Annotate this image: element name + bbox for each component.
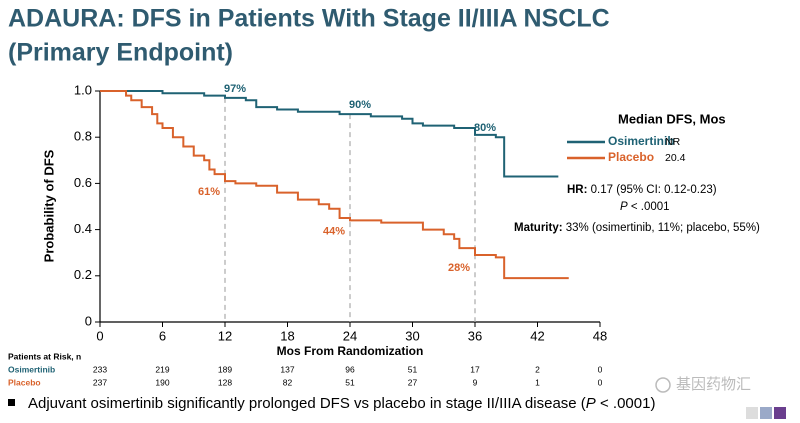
title-line: (Primary Endpoint)	[8, 39, 233, 67]
maturity-label: Maturity:	[514, 222, 563, 234]
watermark: 基因药物汇	[676, 376, 751, 393]
risk-count: 51	[345, 377, 355, 387]
legend-label: Placebo	[608, 150, 654, 164]
maturity-value: 33% (osimertinib, 11%; placebo, 55%)	[566, 222, 760, 234]
risk-count: 17	[470, 364, 480, 374]
annotation: 28%	[448, 262, 470, 274]
logo-box	[760, 407, 772, 419]
maturity-text: Maturity: 33% (osimertinib, 11%; placebo…	[514, 222, 760, 234]
risk-row-name: Placebo	[8, 377, 41, 387]
legend-median: 20.4	[665, 152, 686, 164]
x-tick-label: 0	[96, 328, 103, 343]
hr-value: 0.17 (95% CI: 0.12-0.23)	[591, 184, 717, 196]
legend-median: NR	[665, 136, 681, 148]
y-tick-label: 0	[85, 313, 92, 328]
legend-label: Osimertinib	[608, 134, 675, 148]
x-tick-label: 24	[343, 328, 357, 343]
p-value: < .0001	[631, 201, 670, 213]
y-tick-label: 0.4	[74, 221, 92, 236]
y-tick-label: 0.2	[74, 267, 92, 282]
footer-part: Adjuvant osimertinib significantly prolo…	[28, 395, 586, 412]
x-tick-label: 36	[468, 328, 482, 343]
annotation: 44%	[323, 225, 345, 237]
hr-label: HR:	[567, 184, 587, 196]
annotation: 97%	[224, 83, 246, 95]
x-tick-label: 18	[280, 328, 294, 343]
footer-part: < .0001)	[596, 395, 656, 412]
title-line: ADAURA: DFS in Patients With Stage II/II…	[8, 5, 610, 33]
bullet	[8, 399, 15, 406]
logo-box	[746, 407, 758, 419]
risk-count: 1	[535, 377, 540, 387]
risk-count: 128	[218, 377, 232, 387]
risk-count: 2	[535, 364, 540, 374]
watermark-icon	[655, 377, 671, 393]
y-axis-label: Probability of DFS	[41, 149, 56, 262]
risk-count: 190	[155, 377, 169, 387]
risk-count: 82	[283, 377, 293, 387]
risk-count: 137	[280, 364, 294, 374]
risk-count: 189	[218, 364, 232, 374]
x-tick-label: 42	[530, 328, 544, 343]
risk-title: Patients at Risk, n	[8, 351, 81, 361]
p-text: P < .0001	[620, 201, 670, 213]
km-curve	[100, 90, 559, 178]
annotation: 61%	[198, 186, 220, 198]
risk-count: 96	[345, 364, 355, 374]
footer-text: Adjuvant osimertinib significantly prolo…	[28, 395, 655, 412]
risk-count: 237	[93, 377, 107, 387]
x-axis-label: Mos From Randomization	[277, 344, 424, 358]
x-tick-label: 30	[405, 328, 419, 343]
km-curve	[100, 90, 569, 280]
risk-count: 27	[408, 377, 418, 387]
p-label: P	[620, 201, 628, 213]
logo-box	[774, 407, 786, 419]
risk-count: 0	[598, 377, 603, 387]
risk-count: 0	[598, 364, 603, 374]
annotation: 90%	[349, 99, 371, 111]
risk-row-name: Osimertinib	[8, 364, 55, 374]
x-tick-label: 6	[159, 328, 166, 343]
footer-p: P	[586, 395, 596, 412]
risk-count: 219	[155, 364, 169, 374]
legend-title: Median DFS, Mos	[618, 111, 726, 126]
risk-count: 51	[408, 364, 418, 374]
logo	[746, 407, 786, 419]
risk-count: 233	[93, 364, 107, 374]
y-tick-label: 0.6	[74, 175, 92, 190]
annotation: 80%	[474, 122, 496, 134]
risk-count: 9	[473, 377, 478, 387]
y-tick-label: 1.0	[74, 82, 92, 97]
x-tick-label: 48	[593, 328, 607, 343]
hr-text: HR: 0.17 (95% CI: 0.12-0.23)	[567, 184, 717, 196]
y-tick-label: 0.8	[74, 129, 92, 144]
x-tick-label: 12	[218, 328, 232, 343]
